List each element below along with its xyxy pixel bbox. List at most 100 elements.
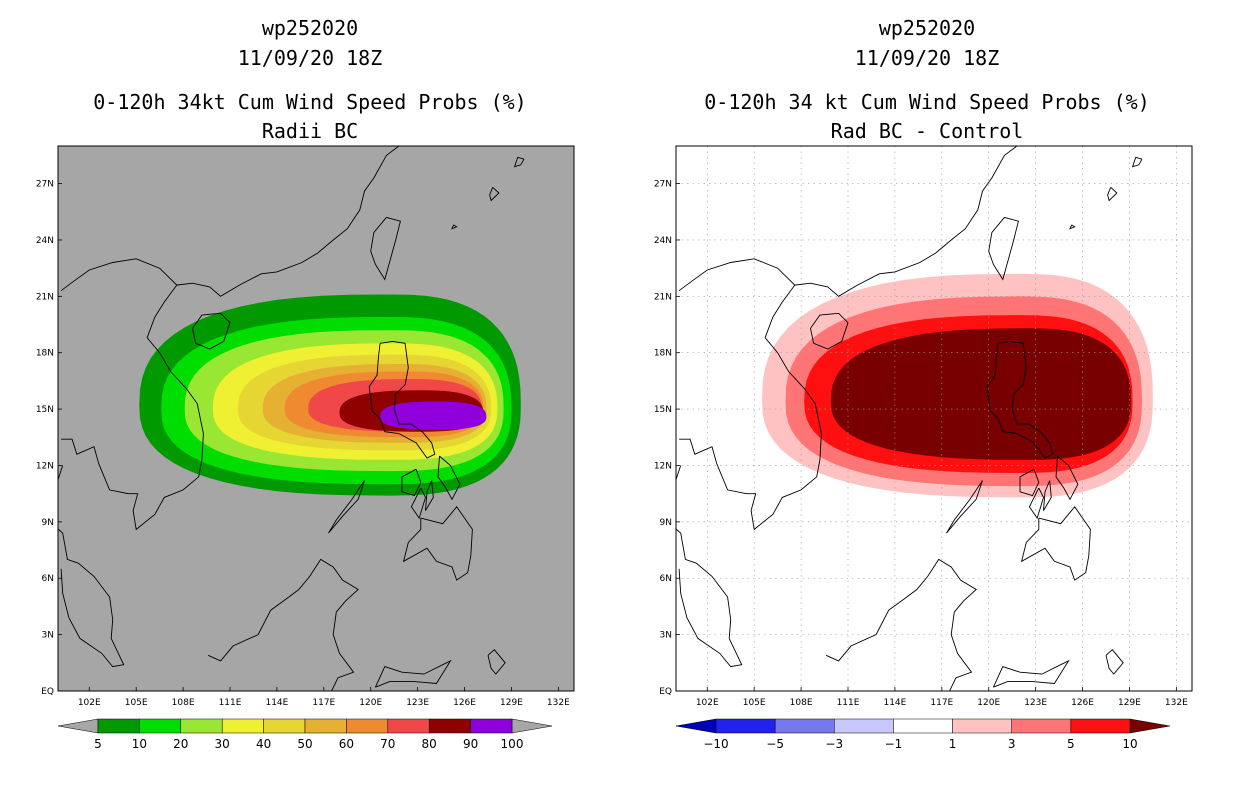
y-tick-label: 3N [42, 631, 54, 641]
map-frame [57, 145, 575, 692]
x-tick-label: 123E [406, 698, 429, 708]
coastline [1107, 186, 1118, 202]
colorbar-swatch [834, 718, 894, 734]
colorbar-label: −3 [825, 737, 843, 751]
colorbar-swatch [221, 718, 264, 734]
left-map-panel: 102E 105E 108E 111E 114E 117E 120E 123E 126E 129E… [36, 145, 575, 708]
coastline [401, 468, 422, 497]
left-subtitle: Radii BC [261, 119, 359, 143]
y-tick-label: 12N [654, 461, 672, 471]
x-tick-label: 111E [837, 698, 860, 708]
coastline [678, 146, 1018, 297]
colorbar-swatch [893, 718, 953, 734]
x-tick-label: 111E [219, 698, 242, 708]
left-datetime: 11/09/20 18Z [237, 46, 383, 70]
colorbar-swatch [97, 718, 140, 734]
left-storm-id: wp252020 [261, 16, 359, 40]
colorbar-swatch [139, 718, 182, 734]
colorbar-high-end [511, 718, 553, 734]
x-tick-label: 108E [172, 698, 195, 708]
y-tick-label: 27N [36, 180, 54, 190]
colorbar-swatch [1070, 718, 1131, 734]
x-tick-label: 102E [696, 698, 719, 708]
colorbar-swatch [774, 718, 835, 734]
x-tick-label: 105E [743, 698, 766, 708]
coastline [402, 506, 473, 581]
y-tick-label: 27N [654, 180, 672, 190]
colorbar-label: −10 [703, 737, 728, 751]
y-tick-label: EQ [41, 687, 54, 697]
coastline [1105, 649, 1124, 675]
coastline [1055, 455, 1079, 501]
coastline [60, 146, 400, 297]
colorbar-swatch [428, 718, 471, 734]
colorbar-label: 80 [422, 737, 437, 751]
colorbar-label: 3 [1008, 737, 1016, 751]
coastline [1069, 224, 1076, 230]
colorbar-label: 70 [380, 737, 395, 751]
y-tick-label: 15N [36, 405, 54, 415]
colorbar-label: 5 [94, 737, 102, 751]
coastline [425, 480, 434, 511]
y-tick-label: 21N [36, 292, 54, 302]
left-colorbar: 5 10 20 30 40 50 60 70 80 90 100 [57, 718, 553, 751]
map-frame [675, 145, 1193, 692]
colorbar-swatch [180, 718, 223, 734]
colorbar-high-end [1129, 718, 1171, 734]
coastline [679, 284, 822, 531]
x-tick-label: 114E [265, 698, 288, 708]
x-tick-label: 126E [453, 698, 476, 708]
y-tick-label: 12N [36, 461, 54, 471]
colorbar-label: 1 [949, 737, 957, 751]
colorbar-label: 10 [1122, 737, 1137, 751]
x-tick-label: 129E [1118, 698, 1141, 708]
colorbar-label: 40 [256, 737, 271, 751]
y-tick-label: 6N [42, 574, 54, 584]
coastline [368, 340, 436, 459]
coastline [1043, 480, 1052, 511]
colorbar-swatch [470, 718, 513, 734]
x-tick-label: 132E [1165, 698, 1188, 708]
left-title: 0-120h 34kt Cum Wind Speed Probs (%) [93, 90, 527, 114]
y-tick-label: EQ [659, 687, 672, 697]
coastline [489, 186, 500, 202]
x-tick-label: 117E [930, 698, 953, 708]
right-title: 0-120h 34 kt Cum Wind Speed Probs (%) [704, 90, 1150, 114]
right-datetime: 11/09/20 18Z [854, 46, 1000, 70]
coastline [513, 156, 525, 168]
x-tick-label: 132E [547, 698, 570, 708]
coastline [988, 216, 1019, 281]
coastline [1019, 468, 1040, 497]
colorbar-swatch [304, 718, 347, 734]
coastline [61, 284, 204, 531]
colorbar-swatch [952, 718, 1012, 734]
colorbar-label: 60 [339, 737, 354, 751]
diff-contour-3 [830, 328, 1131, 460]
coastline [192, 312, 231, 350]
prob-contour-90 [380, 401, 487, 430]
colorbar-label: 30 [215, 737, 230, 751]
colorbar-label: 100 [501, 737, 524, 751]
y-tick-label: 18N [654, 349, 672, 359]
colorbar-swatch [263, 718, 306, 734]
colorbar-low-end [675, 718, 717, 734]
right-map-panel: 102E 105E 108E 111E 114E 117E 120E 123E 126E 129E… [654, 145, 1193, 708]
colorbar-low-end [57, 718, 99, 734]
coastline [946, 480, 983, 534]
coastline [58, 465, 125, 668]
x-tick-label: 123E [1024, 698, 1047, 708]
coastline [370, 216, 401, 281]
coastline [676, 465, 743, 668]
colorbar-label: 20 [173, 737, 188, 751]
y-tick-label: 18N [36, 349, 54, 359]
coastline [986, 340, 1054, 459]
colorbar-label: 90 [463, 737, 478, 751]
y-tick-label: 15N [654, 405, 672, 415]
y-tick-label: 9N [660, 518, 672, 528]
colorbar-label: 5 [1067, 737, 1075, 751]
coastline [1131, 156, 1143, 168]
coastline [207, 558, 359, 691]
x-tick-label: 120E [977, 698, 1000, 708]
coastline [825, 558, 977, 691]
